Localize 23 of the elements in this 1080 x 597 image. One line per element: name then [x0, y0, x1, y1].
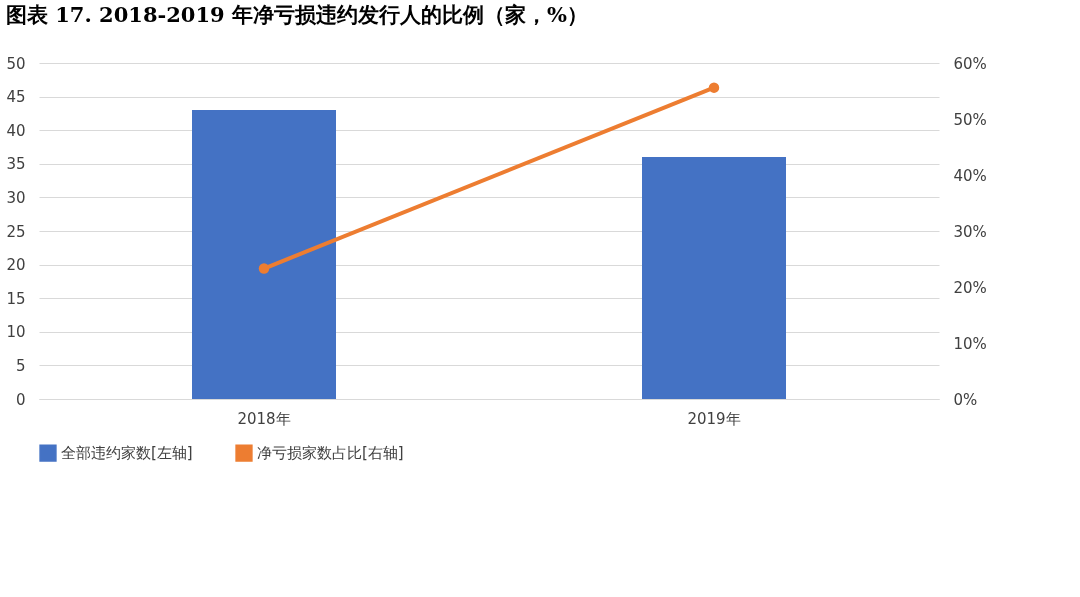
legend-label: 全部违约家数[左轴]	[61, 444, 193, 463]
y-tick-label: 0	[15, 390, 26, 409]
y-tick-label: 25	[6, 222, 26, 241]
y2-tick-label: 10%	[953, 334, 987, 353]
x-tick-label: 2018年	[237, 409, 291, 428]
y2-tick-label: 0%	[953, 390, 978, 409]
y-tick-label: 50	[6, 54, 26, 73]
y-tick-label: 40	[6, 121, 26, 140]
y2-tick-label: 30%	[953, 222, 987, 241]
y-tick-label: 35	[6, 155, 26, 174]
y-tick-label: 10	[6, 323, 26, 342]
y-tick-label: 20	[6, 256, 26, 275]
y-tick-label: 45	[6, 88, 26, 107]
y-tick-label: 30	[6, 188, 26, 207]
chart-title: 图表 17. 2018-2019 年净亏损违约发行人的比例（家，%）	[5, 2, 588, 27]
y2-tick-label: 50%	[953, 110, 987, 129]
y-tick-label: 5	[15, 356, 26, 375]
y-tick-label: 15	[6, 289, 26, 308]
y2-tick-label: 20%	[953, 278, 987, 297]
y2-tick-label: 40%	[953, 166, 987, 185]
y2-tick-label: 60%	[953, 54, 987, 73]
legend-label: 净亏损家数占比[右轴]	[257, 444, 404, 463]
x-tick-label: 2019年	[687, 409, 741, 428]
